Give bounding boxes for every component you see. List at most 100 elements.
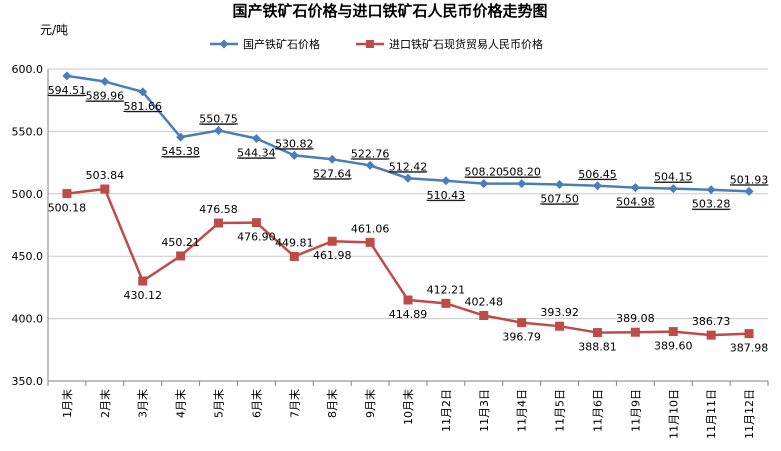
data-label-domestic: 545.38 (161, 145, 200, 158)
point-import (555, 321, 565, 331)
point-import (176, 251, 186, 261)
y-tick-label: 400.0 (12, 313, 44, 326)
point-domestic (517, 179, 527, 189)
data-label-import: 450.21 (161, 236, 200, 249)
point-domestic (289, 150, 299, 160)
x-tick-label: 11月9日 (629, 389, 642, 432)
data-label-domestic: 508.20 (502, 166, 541, 179)
data-label-domestic: 501.93 (730, 173, 769, 186)
y-tick-label: 450.0 (12, 250, 44, 263)
x-tick-label: 3月末 (136, 389, 150, 418)
point-import (251, 218, 261, 228)
data-label-import: 461.06 (351, 222, 390, 235)
x-tick-label: 2月末 (98, 389, 112, 418)
point-domestic (555, 179, 565, 189)
data-label-domestic: 530.82 (275, 137, 314, 150)
point-domestic (214, 125, 224, 135)
data-label-domestic: 507.50 (540, 192, 579, 205)
data-label-import: 449.81 (275, 236, 314, 249)
point-import (365, 237, 375, 247)
x-tick-label: 9月末 (363, 389, 377, 418)
data-label-domestic: 581.66 (123, 100, 162, 113)
legend-marker-domestic (219, 39, 229, 49)
point-domestic (403, 173, 413, 183)
x-tick-label: 11月12日 (743, 389, 756, 439)
data-label-domestic: 504.15 (654, 171, 693, 184)
x-tick-label: 5月末 (212, 389, 226, 418)
point-import (100, 184, 110, 194)
data-label-domestic: 508.20 (465, 166, 504, 179)
data-label-domestic: 512.42 (389, 160, 428, 173)
data-label-domestic: 594.51 (48, 84, 87, 97)
x-tick-label: 6月末 (249, 389, 263, 418)
data-label-domestic: 527.64 (313, 167, 352, 180)
x-tick-label: 4月末 (174, 389, 188, 418)
data-label-domestic: 522.76 (351, 147, 390, 160)
data-label-import: 461.98 (313, 249, 352, 262)
point-import (668, 327, 678, 337)
x-tick-label: 11月10日 (667, 389, 680, 439)
x-tick-label: 8月末 (325, 389, 339, 418)
point-domestic (138, 87, 148, 97)
y-axis-unit: 元/吨 (40, 23, 68, 37)
point-domestic (592, 181, 602, 191)
data-label-import: 389.60 (654, 340, 693, 353)
data-label-import: 393.92 (540, 306, 579, 319)
point-import (630, 327, 640, 337)
point-import (214, 218, 224, 228)
data-label-import: 412.21 (427, 283, 466, 296)
point-domestic (100, 77, 110, 87)
data-label-import: 396.79 (502, 331, 541, 344)
data-label-domestic: 589.96 (86, 90, 125, 103)
grid (48, 68, 768, 382)
point-import (403, 295, 413, 305)
axes (47, 69, 768, 382)
x-tick-label: 11月5日 (554, 389, 567, 432)
point-domestic (365, 160, 375, 170)
data-label-domestic: 510.43 (427, 189, 466, 202)
y-axis-ticks: 350.0 400.0 450.0 500.0 550.0 600.0 (12, 63, 44, 388)
data-label-domestic: 544.34 (237, 146, 276, 159)
legend: 国产铁矿石价格 进口铁矿石现货贸易人民币价格 (210, 37, 543, 51)
point-domestic (441, 176, 451, 186)
point-import (289, 251, 299, 261)
data-label-domestic: 504.98 (616, 196, 655, 209)
point-import (327, 236, 337, 246)
y-tick-label: 550.0 (12, 125, 44, 138)
point-import (706, 330, 716, 340)
point-import (592, 328, 602, 338)
x-tick-label: 7月末 (287, 389, 301, 418)
data-label-import: 476.58 (199, 203, 238, 216)
data-label-import: 503.84 (86, 169, 125, 182)
data-label-domestic: 506.45 (578, 168, 617, 181)
point-domestic (327, 154, 337, 164)
x-tick-label: 11月11日 (705, 389, 718, 439)
data-label-import: 402.48 (465, 296, 504, 309)
data-label-import: 387.98 (730, 342, 769, 355)
point-domestic (176, 132, 186, 142)
data-label-import: 500.18 (48, 202, 87, 215)
point-import (517, 318, 527, 328)
data-label-import: 476.90 (237, 231, 276, 244)
point-import (138, 276, 148, 286)
legend-marker-import (366, 40, 374, 48)
x-tick-label: 11月6日 (591, 389, 604, 432)
point-import (744, 329, 754, 339)
data-label-domestic: 503.28 (692, 198, 731, 211)
data-label-import: 430.12 (123, 289, 162, 302)
chart-title: 国产铁矿石价格与进口铁矿石人民币价格走势图 (232, 2, 547, 20)
point-domestic (479, 179, 489, 189)
x-tick-label: 1月末 (60, 389, 74, 418)
legend-label-domestic: 国产铁矿石价格 (243, 37, 320, 51)
x-tick-label: 11月3日 (478, 389, 491, 432)
data-label-domestic: 550.75 (199, 112, 238, 125)
point-domestic (744, 186, 754, 196)
point-import (62, 189, 72, 199)
x-tick-label: 11月4日 (516, 389, 529, 432)
y-tick-label: 600.0 (12, 63, 44, 76)
x-tick-label: 11月2日 (440, 389, 453, 432)
legend-label-import: 进口铁矿石现货贸易人民币价格 (389, 37, 543, 51)
